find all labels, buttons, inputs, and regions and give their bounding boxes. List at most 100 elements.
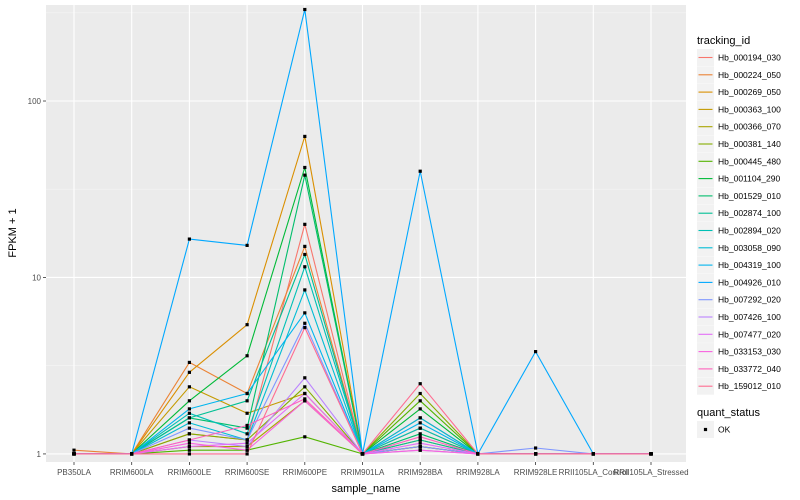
data-point (187, 237, 191, 241)
legend-label: Hb_000194_030 (718, 53, 781, 63)
data-point (534, 452, 538, 456)
x-tick-label: RRII105LA_Stressed (613, 468, 688, 477)
data-point (187, 438, 191, 442)
legend-label: Hb_033153_030 (718, 347, 781, 357)
legend-label: Hb_007477_020 (718, 329, 781, 339)
legend-label: Hb_004926_010 (718, 277, 781, 287)
shape-legend-key-point (703, 427, 708, 432)
data-point (303, 391, 307, 396)
legend-label: Hb_000381_140 (718, 139, 781, 149)
data-point (476, 452, 480, 456)
data-point (418, 416, 422, 420)
data-point (418, 382, 422, 386)
x-tick-label: RRIM928LE (514, 468, 558, 477)
data-point (245, 448, 249, 452)
x-tick-label: RRIM928BA (398, 468, 443, 477)
legend-items: Hb_000194_030 Hb_000224_050 Hb_000269_050 H… (697, 49, 781, 395)
legend-label: Hb_000445_480 (718, 156, 781, 166)
x-axis-title: sample_name (331, 483, 400, 495)
data-point (187, 452, 191, 456)
legend-label: Hb_001529_010 (718, 191, 781, 201)
grid-lines (46, 5, 686, 462)
data-point (303, 222, 307, 226)
legend-label: Hb_000269_050 (718, 87, 781, 97)
data-point (187, 432, 191, 436)
data-point (303, 7, 307, 12)
data-point (303, 325, 307, 330)
data-point (245, 452, 249, 456)
data-point (418, 432, 422, 436)
x-tick-label: RRIM901LA (341, 468, 385, 477)
data-point (303, 134, 307, 139)
data-point (303, 385, 307, 389)
data-point (591, 452, 595, 456)
data-point (418, 426, 422, 430)
data-point (187, 407, 191, 411)
data-point (303, 244, 307, 248)
data-point (187, 426, 191, 430)
data-point (187, 448, 191, 452)
data-point (245, 441, 249, 445)
legend-label: Hb_002874_100 (718, 208, 781, 218)
data-point (534, 350, 538, 354)
data-point (245, 243, 249, 247)
shape-legend-label: OK (718, 425, 731, 435)
y-tick-label: 10 (32, 273, 41, 282)
data-point (245, 354, 249, 358)
y-axis: 1 10 100 (28, 97, 46, 459)
data-point (187, 445, 191, 449)
x-tick-label: RRIM600PE (283, 468, 327, 477)
data-point (418, 391, 422, 396)
data-point (72, 448, 76, 452)
shape-legend-title: quant_status (697, 407, 760, 419)
data-point (187, 411, 191, 415)
data-point (303, 252, 307, 257)
legend-label: Hb_007426_100 (718, 312, 781, 322)
data-point (649, 452, 653, 456)
data-point (418, 448, 422, 452)
legend-label: Hb_007292_020 (718, 295, 781, 305)
data-point (303, 165, 307, 170)
shape-legend-items: OK (697, 421, 731, 438)
data-point (303, 397, 307, 401)
x-tick-label: PB350LA (57, 468, 91, 477)
data-point (418, 441, 422, 445)
y-tick-label: 100 (28, 97, 42, 106)
legend-title: tracking_id (697, 35, 750, 47)
data-point (130, 452, 134, 456)
x-tick-label: RRII105LA_Control (559, 468, 629, 477)
data-point (245, 423, 249, 428)
data-point (360, 452, 365, 456)
x-tick-label: RRIM600SE (225, 468, 269, 477)
data-point (418, 438, 422, 442)
legend-label: Hb_003058_090 (718, 243, 781, 253)
data-point (303, 265, 307, 269)
data-point (187, 370, 191, 374)
data-point (418, 435, 422, 439)
legend-label: Hb_001104_290 (718, 174, 781, 184)
y-axis-title: FPKM + 1 (7, 208, 19, 257)
data-point (187, 416, 191, 420)
data-point (187, 399, 191, 403)
data-point (245, 323, 249, 327)
x-axis: PB350LA RRIM600LA RRIM600LE RRIM600SE RRIM60… (57, 462, 689, 477)
series-points (72, 7, 653, 456)
data-point (187, 360, 191, 365)
data-point (245, 445, 249, 449)
data-point (245, 399, 249, 403)
data-point (303, 311, 307, 315)
data-point (534, 446, 538, 450)
data-point (418, 421, 422, 425)
data-point (187, 421, 191, 425)
x-tick-label: RRIM600LE (168, 468, 212, 477)
data-point (245, 426, 249, 430)
data-point (303, 399, 307, 403)
legend-label: Hb_159012_010 (718, 381, 781, 391)
data-point (418, 407, 422, 411)
legend-label: Hb_000366_070 (718, 122, 781, 132)
data-point (245, 438, 249, 442)
data-point (303, 321, 307, 325)
y-tick-label: 1 (37, 450, 42, 459)
legend-label: Hb_033772_040 (718, 364, 781, 374)
